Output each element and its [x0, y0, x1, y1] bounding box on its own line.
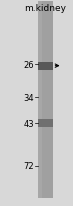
Bar	[38, 119, 53, 128]
Bar	[39, 2, 41, 198]
Text: 43: 43	[23, 119, 34, 128]
Text: 34: 34	[23, 93, 34, 102]
Text: m.kidney: m.kidney	[24, 4, 66, 13]
Bar	[41, 2, 42, 198]
Text: 72: 72	[23, 161, 34, 170]
Bar	[38, 62, 53, 70]
Bar	[38, 2, 39, 198]
Text: 26: 26	[23, 60, 34, 69]
Bar	[38, 2, 53, 198]
